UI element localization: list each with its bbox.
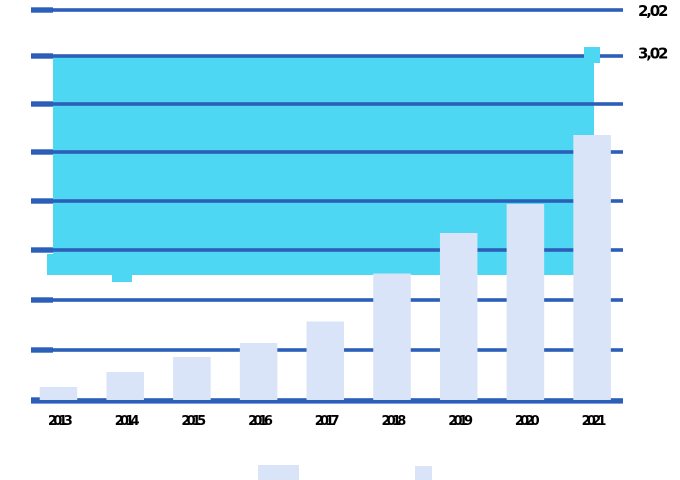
area-band-left-notch — [47, 254, 54, 275]
y-axis-label: 3,02 — [638, 44, 668, 62]
area-series-cyan — [47, 57, 594, 282]
y-axis-right-labels: 2,02 3,02 — [638, 2, 670, 63]
gridline — [31, 199, 623, 203]
legend-swatches — [258, 465, 432, 480]
bar-2021 — [573, 135, 611, 401]
bar-2013 — [39, 387, 78, 401]
bar-2019 — [439, 233, 478, 401]
gridline — [31, 102, 623, 106]
bar-2016 — [239, 343, 278, 401]
area-band-peak — [584, 47, 600, 63]
x-tick-label: 2016 — [248, 414, 273, 429]
legend-swatch-2 — [415, 466, 432, 480]
x-tick-label: 2019 — [448, 414, 473, 429]
x-tick-label: 2014 — [115, 414, 140, 429]
x-tick-label: 2020 — [515, 414, 540, 429]
area-band-bottom-tab — [112, 275, 132, 282]
gridline — [31, 150, 623, 154]
bar-2014 — [106, 372, 144, 401]
x-tick-label: 2017 — [315, 414, 340, 429]
x-tick-label: 2021 — [582, 414, 607, 429]
x-tick-label: 2018 — [382, 414, 407, 429]
x-axis-labels: 2013 2014 2015 2016 2017 2018 2019 2020 2021 — [48, 414, 610, 429]
area-series-peak — [584, 47, 600, 63]
gridline — [31, 54, 623, 58]
x-tick-label: 2013 — [48, 414, 73, 429]
bar-2018 — [373, 273, 411, 401]
gridline — [31, 298, 623, 302]
legend-swatch-1 — [258, 465, 299, 480]
x-axis-baseline — [31, 400, 623, 404]
bar-2017 — [306, 321, 345, 401]
x-tick-label: 2015 — [181, 414, 206, 429]
bar-series — [39, 135, 611, 401]
x-axis-line — [31, 400, 623, 404]
area-band — [53, 57, 594, 275]
bar-2015 — [173, 357, 211, 401]
gridline — [31, 8, 623, 12]
gridline — [31, 248, 623, 252]
bar-2020 — [506, 204, 545, 401]
y-axis-label: 2,02 — [638, 2, 668, 20]
